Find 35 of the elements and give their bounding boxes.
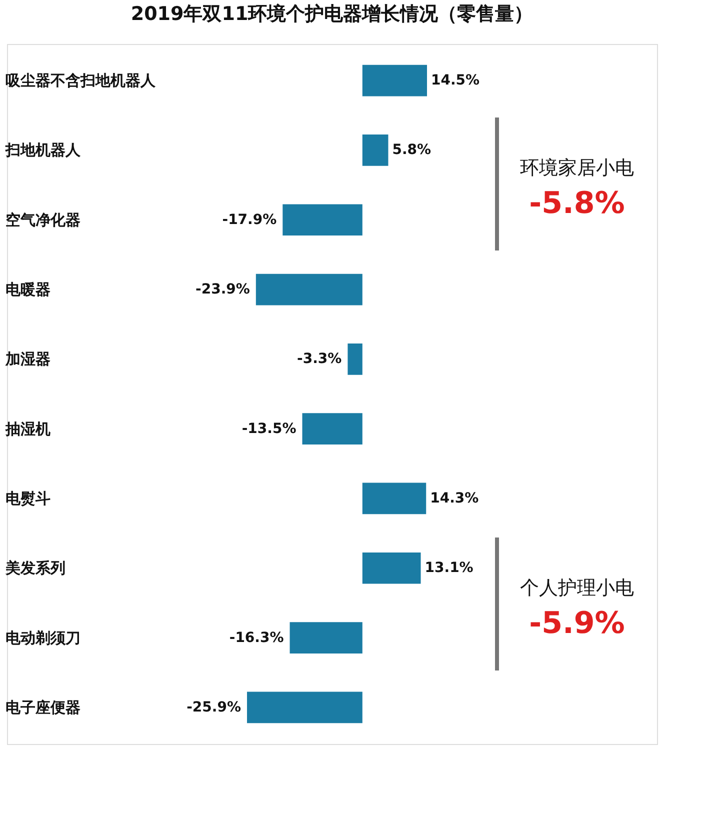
bar [348, 344, 362, 375]
data-label: -13.5% [242, 420, 296, 437]
bar [362, 64, 427, 96]
bar [256, 274, 362, 306]
data-label: 13.1% [424, 560, 474, 576]
data-label: -16.3% [229, 630, 284, 646]
text: -5.9% [529, 606, 625, 641]
chart-title: 2019年双11环境个护电器增长情况（零售量） [130, 3, 534, 25]
y-tick-label: 电熨斗 [6, 489, 50, 508]
y-tick-label: 空气净化器 [6, 210, 80, 229]
data-label: -23.9% [196, 282, 250, 298]
bar [362, 552, 421, 584]
y-tick-label: 扫地机器人 [4, 141, 82, 160]
y-tick-label: 电子座便器 [6, 698, 80, 716]
bar [362, 134, 388, 166]
data-label: -17.9% [222, 212, 277, 228]
y-tick-label: 抽湿机 [4, 420, 50, 438]
y-tick-label: 电暖器 [6, 280, 50, 299]
text: -5.8% [529, 186, 625, 221]
bar [290, 622, 362, 654]
bar [302, 413, 362, 444]
y-tick-label: 吸尘器不含扫地机器人 [6, 72, 156, 90]
y-tick-label: 电动剃须刀 [6, 628, 80, 647]
bar [247, 692, 362, 724]
bar [362, 482, 426, 514]
y-tick-label: 加湿器 [4, 350, 50, 368]
data-label: -3.3% [297, 351, 342, 368]
text: 个人护理小电 [520, 577, 634, 599]
data-label: 5.8% [392, 142, 432, 158]
data-label: 14.5% [431, 72, 480, 89]
text: 环境家居小电 [520, 157, 634, 179]
data-label: 14.3% [430, 490, 479, 506]
y-tick-label: 美发系列 [4, 559, 66, 578]
bar [282, 204, 362, 236]
data-label: -25.9% [186, 699, 241, 716]
